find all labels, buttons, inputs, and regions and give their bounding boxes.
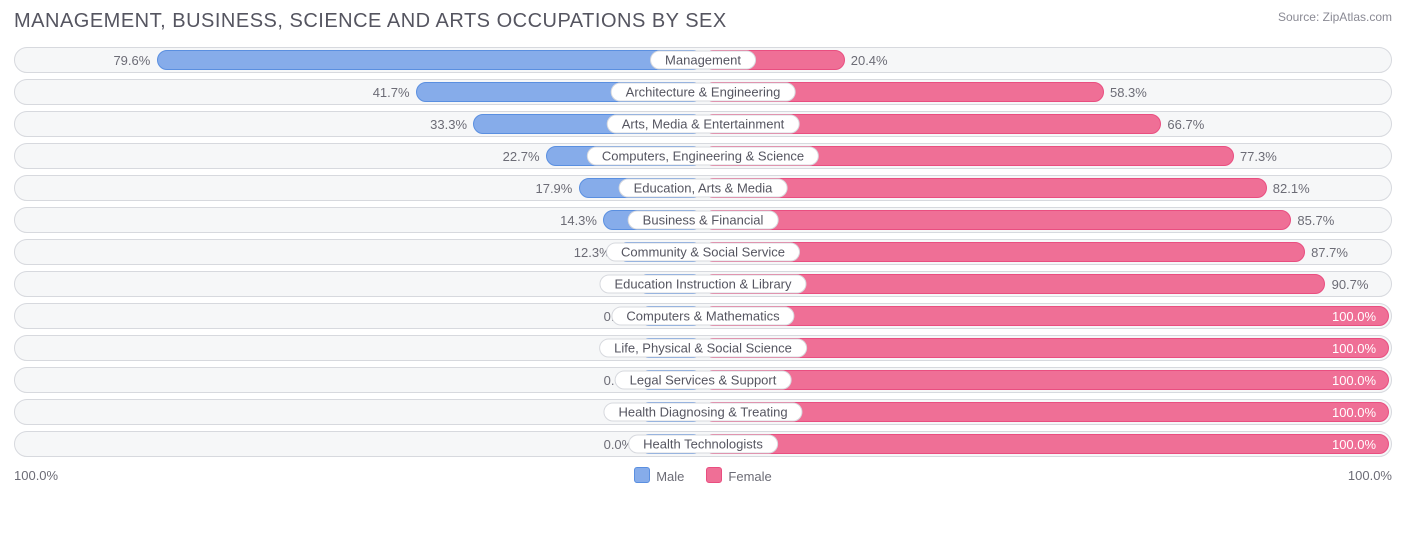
chart-row: 33.3% 66.7% Arts, Media & Entertainment — [14, 111, 1392, 137]
female-bar — [703, 434, 1389, 454]
male-bar — [157, 50, 703, 70]
chart-row: 41.7% 58.3% Architecture & Engineering — [14, 79, 1392, 105]
male-value: 41.7% — [373, 82, 410, 102]
female-value: 20.4% — [851, 50, 888, 70]
chart-row: 0.0%100.0%Health Technologists — [14, 431, 1392, 457]
axis-right-max: 100.0% — [1348, 468, 1392, 483]
female-bar — [703, 306, 1389, 326]
male-value: 79.6% — [113, 50, 150, 70]
chart-header: Management, Business, Science and Arts O… — [14, 10, 1392, 33]
female-value: 82.1% — [1273, 178, 1310, 198]
chart-row: 12.3%87.7%Community & Social Service — [14, 239, 1392, 265]
male-value: 33.3% — [430, 114, 467, 134]
female-value: 85.7% — [1297, 210, 1334, 230]
source-name: ZipAtlas.com — [1323, 10, 1392, 24]
legend-male: Male — [634, 467, 684, 484]
chart-row: 0.0%100.0%Life, Physical & Social Scienc… — [14, 335, 1392, 361]
female-value: 77.3% — [1240, 146, 1277, 166]
legend-male-label: Male — [656, 469, 684, 484]
chart-rows: 79.6% 20.4% Management 41.7% 58.3% Architectu… — [14, 47, 1392, 457]
male-value: 17.9% — [535, 178, 572, 198]
female-bar — [703, 210, 1291, 230]
category-label: Business & Financial — [628, 211, 779, 230]
chart-row: 0.0%100.0%Legal Services & Support — [14, 367, 1392, 393]
female-value: 58.3% — [1110, 82, 1147, 102]
chart-row: 79.6% 20.4% Management — [14, 47, 1392, 73]
category-label: Health Technologists — [628, 435, 778, 454]
chart-row: 0.0%100.0%Computers & Mathematics — [14, 303, 1392, 329]
female-value: 100.0% — [1332, 370, 1376, 390]
male-value: 22.7% — [503, 146, 540, 166]
female-value: 100.0% — [1332, 434, 1376, 454]
female-value: 66.7% — [1167, 114, 1204, 134]
category-label: Health Diagnosing & Treating — [603, 403, 802, 422]
female-value: 90.7% — [1332, 274, 1369, 294]
category-label: Legal Services & Support — [615, 371, 792, 390]
category-label: Arts, Media & Entertainment — [607, 115, 800, 134]
female-value: 100.0% — [1332, 402, 1376, 422]
legend-female-label: Female — [728, 469, 771, 484]
chart-title: Management, Business, Science and Arts O… — [14, 10, 727, 33]
chart-legend: Male Female — [634, 467, 772, 484]
female-value: 87.7% — [1311, 242, 1348, 262]
category-label: Computers, Engineering & Science — [587, 147, 819, 166]
axis-left-max: 100.0% — [14, 468, 58, 483]
category-label: Life, Physical & Social Science — [599, 339, 807, 358]
legend-male-swatch — [634, 467, 650, 483]
female-bar — [703, 178, 1267, 198]
chart-row: 14.3% 85.7% Business & Financial — [14, 207, 1392, 233]
legend-female: Female — [706, 467, 771, 484]
chart-row: 22.7% 77.3% Computers, Engineering & Scien… — [14, 143, 1392, 169]
category-label: Education, Arts & Media — [619, 179, 788, 198]
source-prefix: Source: — [1278, 10, 1323, 24]
female-value: 100.0% — [1332, 338, 1376, 358]
category-label: Community & Social Service — [606, 243, 800, 262]
female-bar — [703, 370, 1389, 390]
category-label: Management — [650, 51, 756, 70]
chart-source: Source: ZipAtlas.com — [1278, 10, 1392, 24]
legend-female-swatch — [706, 467, 722, 483]
category-label: Education Instruction & Library — [599, 275, 806, 294]
chart-footer: 100.0% Male Female 100.0% — [14, 467, 1392, 484]
female-value: 100.0% — [1332, 306, 1376, 326]
category-label: Computers & Mathematics — [611, 307, 794, 326]
male-value: 14.3% — [560, 210, 597, 230]
female-bar — [703, 402, 1389, 422]
category-label: Architecture & Engineering — [611, 83, 796, 102]
chart-row: 17.9% 82.1% Education, Arts & Media — [14, 175, 1392, 201]
chart-row: 0.0%100.0%Health Diagnosing & Treating — [14, 399, 1392, 425]
chart-row: 9.4%90.7%Education Instruction & Library — [14, 271, 1392, 297]
